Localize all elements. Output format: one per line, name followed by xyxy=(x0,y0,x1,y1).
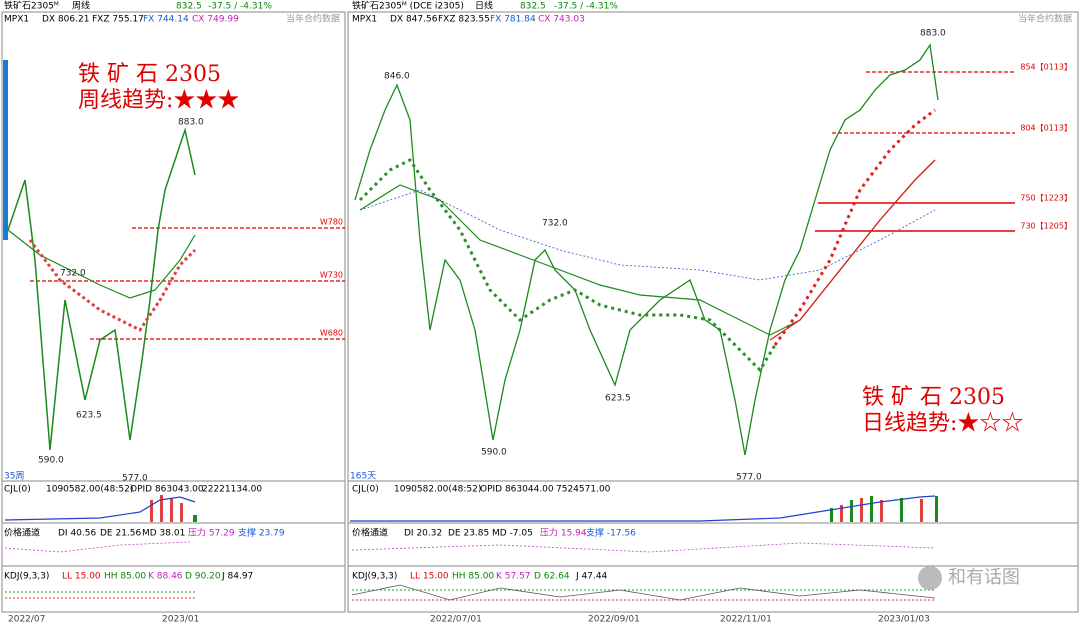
d: D 90.20 xyxy=(185,572,221,582)
price-label: 883.0 xyxy=(920,29,946,39)
channel-name: 价格通道 xyxy=(4,527,40,539)
support: 支撑 23.79 xyxy=(238,527,285,539)
di: DI 20.32 xyxy=(404,529,442,539)
ll: LL 15.00 xyxy=(410,572,449,582)
vol-total: 22221134.00 xyxy=(202,485,262,495)
indicator-name: MPX1 xyxy=(352,15,377,25)
kdj-name: KDJ(9,3,3) xyxy=(352,572,397,582)
hh: HH 85.00 xyxy=(104,572,146,582)
date-label: 2022/07 xyxy=(8,615,45,625)
fx: FX 744.14 xyxy=(143,15,189,25)
corner: 当年合约数据 xyxy=(286,13,340,25)
date-label: 2022/09/01 xyxy=(588,615,640,625)
price: 832.5 xyxy=(176,2,202,12)
period: 周线 xyxy=(72,0,90,12)
vol-opid: OPID 863043.00 xyxy=(130,485,204,495)
vol-value: 1090582.00(48:52) xyxy=(394,485,481,495)
k: K 57.57 xyxy=(496,572,531,582)
price: 832.5 xyxy=(520,2,546,12)
price-label: 732.0 xyxy=(60,269,86,279)
symbol: 铁矿石2305ᴹ xyxy=(4,0,59,12)
fxz: FXZ 823.55 xyxy=(438,15,490,25)
vol-name: CJL(0) xyxy=(352,485,379,495)
pressure: 压力 57.29 xyxy=(188,527,235,539)
support: 支撑 -17.56 xyxy=(586,527,636,539)
price-label: 623.5 xyxy=(605,394,631,404)
fx: FX 781.84 xyxy=(490,15,536,25)
date-label: 2023/01 xyxy=(162,615,199,625)
price-label: 883.0 xyxy=(178,118,204,128)
level-label: 854【0113】 xyxy=(1020,63,1072,72)
date-label: 2022/07/01 xyxy=(430,615,482,625)
date-label: 2022/11/01 xyxy=(720,615,772,625)
vol-name: CJL(0) xyxy=(4,485,31,495)
bar-count: 165天 xyxy=(350,472,376,482)
watermark-icon xyxy=(918,566,942,590)
vol-value: 1090582.00(48:52) xyxy=(46,485,133,495)
cx: CX 749.99 xyxy=(192,15,239,25)
level-label: W680 xyxy=(320,329,343,338)
date-label: 2023/01/03 xyxy=(878,615,930,625)
dx: DX 806.21 xyxy=(42,15,89,25)
price-label: 732.0 xyxy=(542,219,568,229)
level-label: W780 xyxy=(320,218,343,227)
watermark: 和有话图 xyxy=(948,567,1020,588)
price-label: 590.0 xyxy=(38,456,64,466)
channel-name: 价格通道 xyxy=(352,527,388,539)
price-label: 590.0 xyxy=(481,448,507,458)
level-label: 750【1223】 xyxy=(1020,194,1072,203)
md: MD -7.05 xyxy=(492,529,533,539)
md: MD 38.01 xyxy=(142,529,185,539)
d: D 62.64 xyxy=(534,572,570,582)
annotation-title: 铁 矿 石 2305 xyxy=(862,385,1005,410)
vol-total: 7524571.00 xyxy=(556,485,611,495)
k: K 88.46 xyxy=(148,572,183,582)
period: 日线 xyxy=(475,0,493,12)
annotation-trend: 日线趋势:★☆☆ xyxy=(862,411,1023,436)
level-label: W730 xyxy=(320,271,343,280)
ll: LL 15.00 xyxy=(62,572,101,582)
bar-count: 35周 xyxy=(4,471,24,482)
change: -37.5 / -4.31% xyxy=(554,2,618,12)
vol-opid: OPID 863044.00 xyxy=(480,485,554,495)
price-label: 577.0 xyxy=(736,473,762,483)
fxz: FXZ 755.17 xyxy=(92,15,144,25)
annotation-trend: 周线趋势:★★★ xyxy=(78,88,239,113)
di: DI 40.56 xyxy=(58,529,96,539)
price-label: 623.5 xyxy=(76,411,102,421)
annotation-title: 铁 矿 石 2305 xyxy=(78,62,221,87)
symbol: 铁矿石2305ᴹ (DCE i2305) xyxy=(352,0,464,12)
indicator-name: MPX1 xyxy=(4,15,29,25)
cx: CX 743.03 xyxy=(538,15,585,25)
price-label: 846.0 xyxy=(384,72,410,82)
de: DE 21.56 xyxy=(100,529,142,539)
j: J 47.44 xyxy=(575,572,608,582)
change: -37.5 / -4.31% xyxy=(208,2,272,12)
pressure: 压力 15.94 xyxy=(540,527,587,539)
de: DE 23.85 xyxy=(448,529,489,539)
level-label: 804【0113】 xyxy=(1020,124,1072,133)
corner: 当年合约数据 xyxy=(1018,13,1072,25)
level-label: 730【1205】 xyxy=(1020,222,1072,231)
dx: DX 847.56 xyxy=(390,15,438,25)
kdj-name: KDJ(9,3,3) xyxy=(4,572,49,582)
j: J 84.97 xyxy=(221,572,253,582)
price-label: 577.0 xyxy=(122,474,148,484)
hh: HH 85.00 xyxy=(452,572,494,582)
